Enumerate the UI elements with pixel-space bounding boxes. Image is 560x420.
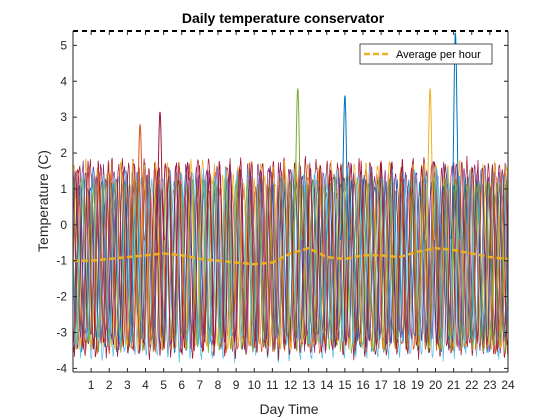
y-tick-label: -1 [56,254,67,268]
x-tick-label: 13 [302,378,316,392]
tick-labels: 1 2 3 4 5 6 7 8 9 10 11 12 13 14 15 16 17 18 19 20 21 22 23 24-… [56,38,515,392]
x-tick-label: 1 [88,378,95,392]
y-tick-label: 1 [60,182,67,196]
temperature-spike [339,95,350,241]
axes [72,31,509,373]
temperature-spike [425,88,436,241]
temperature-spike [450,32,461,239]
x-tick-label: 8 [215,378,222,392]
average-per-hour-line [73,246,508,266]
x-tick-label: 20 [429,378,443,392]
y-axis-label: Temperature (C) [35,150,51,252]
x-tick-label: 24 [501,378,515,392]
temperature-series-line [73,158,508,352]
x-axis-label: Day Time [259,401,318,417]
x-tick-label: 6 [178,378,185,392]
y-tick-label: 0 [60,218,67,232]
x-tick-label: 18 [393,378,407,392]
x-tick-label: 11 [266,378,279,392]
x-tick-label: 15 [338,378,352,392]
average-layer [73,246,508,266]
x-tick-label: 9 [233,378,240,392]
y-tick-label: 4 [60,74,67,88]
series-layer [73,32,508,363]
y-tick-label: -2 [56,290,67,304]
x-tick-label: 10 [248,378,262,392]
y-tick-label: -3 [56,326,67,340]
x-tick-label: 17 [374,378,388,392]
x-tick-label: 23 [483,378,497,392]
temperature-series-line [73,166,508,347]
legend: Average per hour [359,43,493,65]
chart-title: Daily temperature conservator [182,10,385,26]
temperature-spike [292,88,303,241]
y-tick-label: -4 [56,361,67,375]
x-tick-label: 19 [411,378,425,392]
x-tick-label: 2 [106,378,113,392]
x-tick-label: 22 [465,378,479,392]
y-tick-label: 5 [60,38,67,52]
x-tick-label: 3 [124,378,131,392]
x-tick-label: 14 [320,378,334,392]
x-tick-label: 4 [142,378,149,392]
temperature-series-line [73,160,508,352]
y-tick-label: 2 [60,146,67,160]
x-tick-label: 12 [284,378,298,392]
legend-box [359,43,493,65]
temperature-spike [135,124,146,241]
x-tick-label: 5 [160,378,167,392]
x-tick-label: 16 [356,378,370,392]
temperature-spike [155,111,165,241]
legend-entry-label: Average per hour [396,49,481,61]
x-tick-label: 7 [197,378,204,392]
y-tick-label: 3 [60,110,67,124]
x-tick-label: 21 [447,378,461,392]
